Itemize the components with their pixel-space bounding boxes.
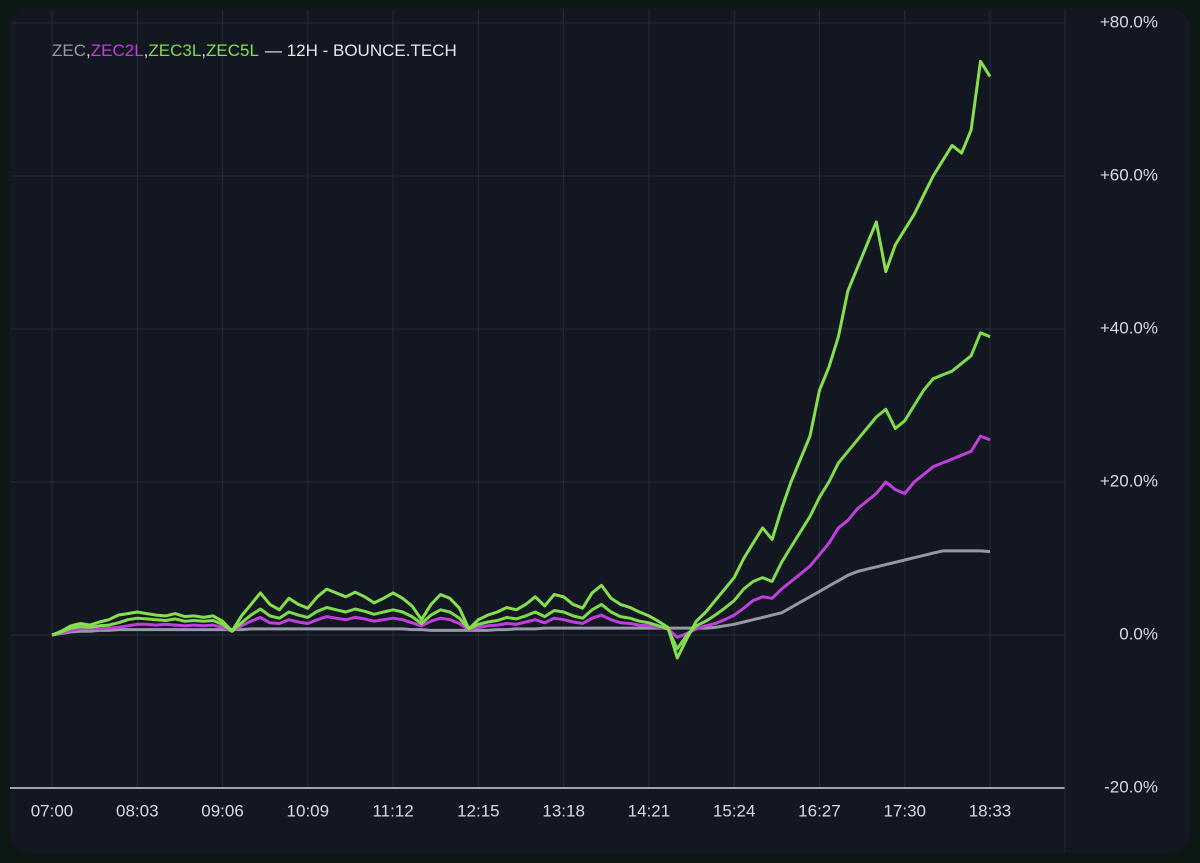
- y-tick-label: +60.0%: [1100, 165, 1158, 184]
- lines: [51, 59, 992, 660]
- axes: -20.0% 0.0% +20.0% +40.0% +60.0% +80.0% 07:00 0…: [10, 10, 1158, 852]
- x-tick-label: 10:09: [287, 801, 330, 820]
- legend-separator: ,: [144, 41, 149, 60]
- legend-entry: ZEC5L: [206, 41, 259, 60]
- panel: [9, 8, 1191, 853]
- legend: ZEC,ZEC2L,ZEC3L,ZEC5L — 12H - BOUNCE.TECH: [52, 41, 457, 60]
- x-tick-label: 08:03: [116, 801, 159, 820]
- legend-entry: ZEC3L: [148, 41, 201, 60]
- series-line: [51, 331, 991, 651]
- series-line: [51, 434, 991, 639]
- chart-title: — 12H - BOUNCE.TECH: [265, 41, 457, 60]
- legend-separator: ,: [86, 41, 91, 60]
- x-tick-label: 13:18: [542, 801, 585, 820]
- x-tick-label: 11:12: [372, 801, 413, 820]
- y-tick-label: +80.0%: [1100, 12, 1158, 31]
- x-tick-label: 16:27: [798, 801, 841, 820]
- legend-entry: ZEC2L: [91, 41, 144, 60]
- y-tick-label: -20.0%: [1104, 777, 1158, 796]
- x-tick-label: 07:00: [31, 801, 74, 820]
- y-tick-label: +20.0%: [1100, 471, 1158, 490]
- x-tick-label: 15:24: [713, 801, 756, 820]
- y-tick-label: +40.0%: [1100, 318, 1158, 337]
- grid: [10, 10, 1065, 789]
- legend-separator: ,: [201, 41, 206, 60]
- y-tick-label: 0.0%: [1119, 624, 1158, 643]
- x-tick-label: 18:33: [969, 801, 1012, 820]
- x-tick-label: 17:30: [883, 801, 926, 820]
- x-tick-label: 09:06: [201, 801, 244, 820]
- series-line: [51, 549, 991, 637]
- x-tick-label: 12:15: [457, 801, 500, 820]
- legend-entry: ZEC: [52, 41, 86, 60]
- series-line: [51, 59, 992, 660]
- x-tick-label: 14:21: [628, 801, 671, 820]
